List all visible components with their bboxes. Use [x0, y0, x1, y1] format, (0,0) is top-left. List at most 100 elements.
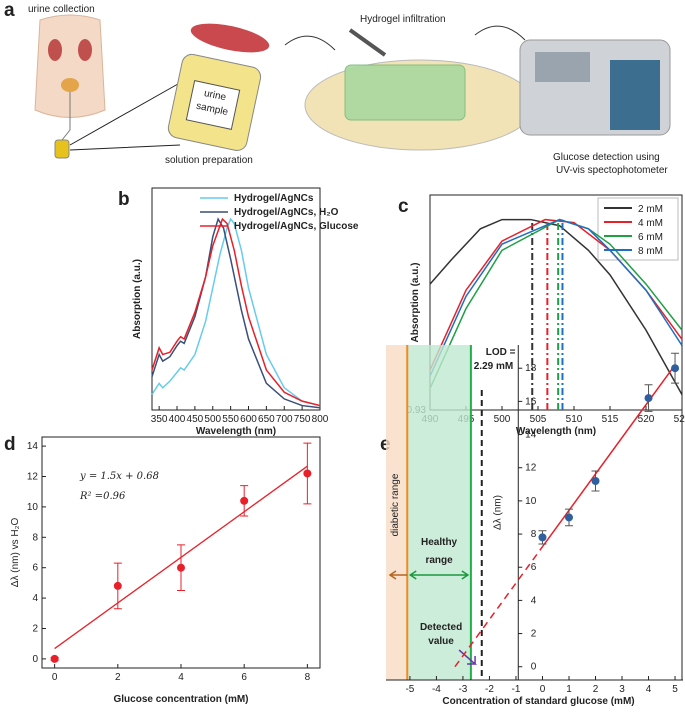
data-point — [671, 364, 680, 373]
series-line — [151, 217, 321, 409]
data-point — [50, 654, 59, 663]
schematic: urine collection urine sample solution p… — [28, 4, 671, 176]
y-axis-label: Δλ (nm) — [492, 495, 503, 530]
y-tick-label: 8 — [531, 529, 537, 540]
x-tick-label: 0 — [52, 672, 58, 683]
panel-label: b — [118, 189, 130, 210]
x-tick-label: 500 — [204, 414, 221, 425]
lid — [190, 23, 270, 53]
x-tick-label: -4 — [432, 684, 441, 695]
arrow — [284, 35, 336, 51]
y-tick-label: 12 — [525, 463, 537, 474]
y-tick-label: 2 — [32, 623, 38, 634]
x-tick-label: -2 — [485, 684, 494, 695]
x-tick-label: 350 — [151, 414, 168, 425]
healthy-region — [407, 345, 471, 680]
x-tick-label: 505 — [530, 414, 547, 425]
y-tick-label: 6 — [531, 562, 537, 573]
y-tick-label: 10 — [525, 496, 537, 507]
x-tick-label: 515 — [602, 414, 619, 425]
data-point — [644, 394, 653, 403]
y-axis-label: Absorption (a.u.) — [132, 259, 143, 339]
y-tick-label: 16 — [525, 396, 537, 407]
y-tick-label: 18 — [525, 363, 537, 374]
x-tick-label: 650 — [258, 414, 275, 425]
y-axis-label: Absorption (a.u.) — [410, 263, 421, 343]
step-label: urine collection — [28, 4, 95, 15]
data-point — [303, 469, 312, 478]
fit-extrapolation — [454, 546, 544, 668]
fit-line — [541, 364, 676, 548]
x-tick-label: 1 — [566, 684, 572, 695]
data-point — [564, 513, 573, 522]
x-tick-label: 750 — [294, 414, 311, 425]
y-axis-label: Δλ (nm) vs H₂O — [10, 518, 21, 588]
y-tick-label: 0 — [531, 662, 537, 673]
detected-label: Detected — [420, 622, 462, 633]
x-tick-label: 520 — [638, 414, 655, 425]
tube — [61, 92, 71, 141]
panel-label: e — [380, 434, 391, 455]
x-tick-label: 2 — [115, 672, 121, 683]
y-tick-label: 6 — [32, 563, 38, 574]
diabetic-label: diabetic range — [390, 473, 401, 536]
series-line — [151, 217, 321, 407]
x-axis-label: Wavelength (nm) — [516, 426, 596, 437]
y-tick-label: 12 — [27, 472, 39, 483]
data-point — [113, 581, 122, 590]
x-tick-label: 600 — [240, 414, 257, 425]
y-tick-label: 0 — [32, 654, 38, 665]
arrow — [474, 25, 526, 41]
panel-label: c — [398, 196, 409, 217]
x-tick-label: 500 — [494, 414, 511, 425]
x-axis-label: Concentration of standard glucose (mM) — [442, 696, 634, 707]
kidney — [78, 39, 92, 61]
x-tick-label: 525 — [674, 414, 685, 425]
detected-label: value — [428, 636, 454, 647]
x-tick-label: 510 — [566, 414, 583, 425]
legend-label: 6 mM — [638, 232, 663, 243]
fit-r2: R² =0.96 — [79, 491, 126, 502]
y-tick-label: 2 — [531, 629, 537, 640]
healthy-arrow — [408, 570, 470, 580]
diabetic-region — [386, 345, 408, 680]
data-point — [591, 476, 600, 485]
x-tick-label: 4 — [646, 684, 652, 695]
y-tick-label: 8 — [32, 532, 38, 543]
x-tick-label: 0 — [540, 684, 546, 695]
healthy-label: Healthy — [421, 537, 458, 548]
x-tick-label: -3 — [458, 684, 467, 695]
x-tick-label: 800 — [312, 414, 329, 425]
x-tick-label: 700 — [276, 414, 293, 425]
data-point — [538, 533, 547, 542]
x-tick-label: 550 — [222, 414, 239, 425]
step-label: UV-vis spectophotometer — [556, 165, 668, 176]
lod-label: 2.29 mM — [474, 361, 513, 372]
plot-frame — [429, 194, 683, 411]
x-axis-label: Wavelength (nm) — [196, 426, 276, 437]
panel-label: a — [4, 0, 15, 21]
hydrogel — [344, 64, 466, 121]
lod-label: LOD = — [486, 347, 516, 358]
x-tick-label: 450 — [187, 414, 204, 425]
healthy-label: range — [425, 555, 453, 566]
legend-label: 2 mM — [638, 204, 663, 215]
fit-equation: y = 1.5x + 0.68 — [79, 471, 159, 482]
step-label: Glucose detection using — [553, 152, 660, 163]
plot-frame — [151, 187, 321, 411]
x-tick-label: 5 — [672, 684, 678, 695]
panel-label: d — [4, 434, 16, 455]
x-tick-label: 4 — [178, 672, 184, 683]
legend-label: Hydrogel/AgNCs, H₂O — [234, 207, 339, 218]
bag — [54, 139, 70, 159]
x-tick-label: 8 — [305, 672, 311, 683]
step-label: solution preparation — [165, 155, 253, 166]
sticker — [185, 80, 241, 130]
x-tick-label: 400 — [169, 414, 186, 425]
step-label: urine — [203, 88, 227, 103]
legend-label: Hydrogel/AgNCs, Glucose — [234, 221, 359, 232]
leader — [69, 79, 186, 151]
bladder — [61, 78, 79, 92]
x-axis-label: Glucose concentration (mM) — [113, 694, 248, 705]
step-label: Hydrogel infiltration — [360, 14, 446, 25]
